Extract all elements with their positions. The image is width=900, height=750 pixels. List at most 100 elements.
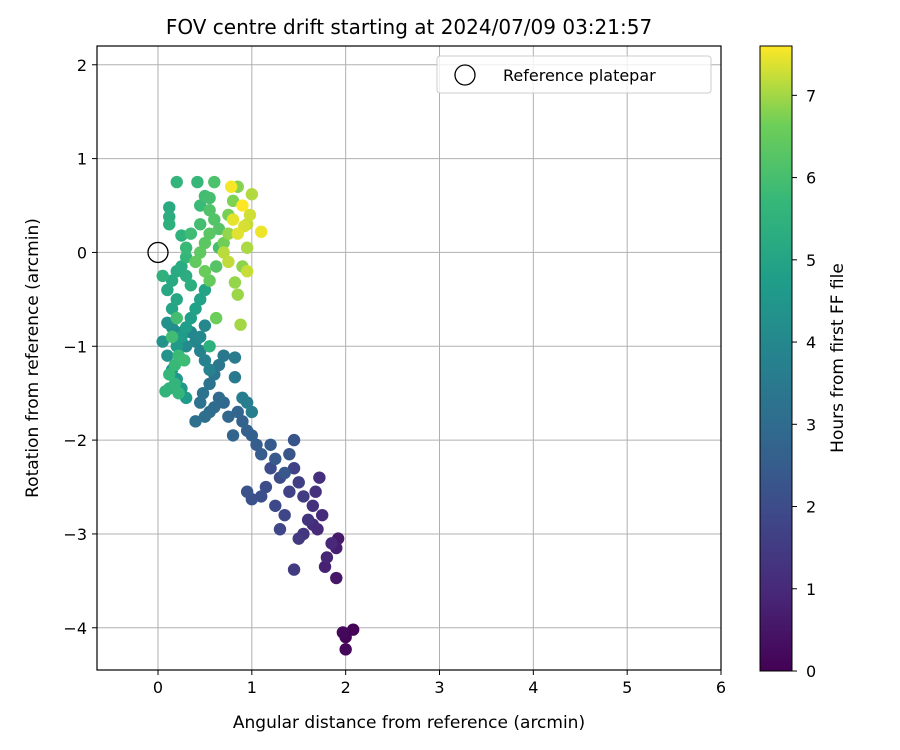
colorbar-tick-label: 6 (806, 169, 816, 188)
colorbar-tick-label: 7 (806, 86, 816, 105)
data-point (161, 349, 174, 362)
chart-title: FOV centre drift starting at 2024/07/09 … (166, 15, 652, 39)
data-point (170, 175, 183, 189)
data-point (212, 391, 226, 405)
data-point (292, 532, 305, 545)
y-axis-label: Rotation from reference (arcmin) (23, 218, 43, 498)
data-point (203, 191, 216, 205)
data-point (228, 371, 242, 384)
data-point (163, 201, 176, 214)
data-point (179, 250, 193, 264)
data-point (250, 438, 263, 451)
data-point (209, 260, 223, 273)
data-point (320, 551, 334, 564)
y-tick-label: −2 (63, 431, 87, 450)
data-point (179, 269, 193, 283)
data-point (203, 340, 216, 353)
data-point (189, 302, 202, 315)
x-axis-ticks: 0 1 2 3 4 5 6 (153, 670, 726, 697)
data-point (278, 466, 291, 480)
data-point (212, 222, 226, 236)
data-point (175, 330, 188, 344)
data-point (273, 523, 287, 536)
colorbar-tick-label: 3 (806, 415, 816, 434)
data-point (170, 311, 183, 325)
data-point (194, 199, 207, 212)
data-point (194, 218, 207, 231)
data-point (198, 410, 212, 423)
data-point (287, 563, 301, 576)
data-point (226, 194, 240, 208)
data-point (209, 311, 223, 325)
colorbar-gradient (759, 45, 793, 672)
data-point (226, 429, 240, 442)
data-point (184, 311, 198, 325)
x-tick-label: 2 (341, 678, 351, 697)
data-point (313, 471, 326, 484)
data-point (203, 204, 216, 217)
data-point (240, 485, 254, 498)
data-point (234, 318, 247, 331)
data-point (255, 490, 268, 503)
legend: Reference platepar (436, 55, 712, 94)
data-point (278, 508, 291, 522)
y-tick-label: 1 (77, 150, 87, 169)
data-point (178, 354, 191, 367)
data-point (243, 208, 257, 222)
data-point (336, 626, 350, 639)
data-point (198, 283, 212, 297)
data-point (236, 199, 249, 212)
colorbar-tick-label: 4 (806, 333, 816, 352)
data-point (194, 396, 207, 409)
data-point (159, 385, 172, 398)
data-point (231, 288, 244, 301)
y-tick-label: −4 (63, 619, 87, 638)
y-tick-label: −1 (63, 337, 87, 356)
data-point (259, 480, 273, 494)
y-tick-label: 0 (77, 243, 87, 262)
data-point (198, 265, 212, 278)
data-point (179, 321, 193, 334)
data-point (339, 643, 352, 656)
data-point (168, 377, 182, 391)
data-point (203, 363, 216, 376)
data-point (170, 293, 183, 306)
data-point (222, 255, 235, 269)
data-point (226, 213, 240, 226)
data-point (208, 175, 221, 189)
y-tick-label: 2 (77, 56, 87, 75)
data-point (325, 537, 338, 550)
data-point (231, 405, 244, 419)
legend-marker-reference (454, 64, 476, 86)
data-point (191, 175, 204, 189)
x-tick-label: 4 (528, 678, 538, 697)
data-point (208, 213, 221, 226)
plot-frame (96, 45, 722, 671)
data-point (198, 319, 212, 332)
x-tick-label: 3 (434, 678, 444, 697)
data-point (297, 490, 310, 503)
data-point (198, 236, 212, 250)
data-point (231, 227, 244, 240)
reference-platepar-marker (147, 241, 169, 264)
data-point (240, 396, 254, 409)
data-point (165, 302, 179, 315)
data-point (292, 476, 305, 489)
colorbar-tick-label: 0 (806, 662, 816, 681)
data-point (161, 316, 174, 330)
data-point (161, 283, 174, 297)
data-point (198, 354, 212, 367)
data-point (222, 410, 235, 423)
data-point (203, 227, 216, 240)
data-point (175, 229, 188, 242)
colorbar-ticks: 0 1 2 3 4 5 6 7 (792, 86, 816, 681)
data-point (165, 330, 179, 344)
data-point (245, 405, 259, 419)
y-axis-ticks: −4 −3 −2 −1 0 1 2 (63, 56, 97, 638)
x-tick-label: 0 (153, 678, 163, 697)
legend-box (436, 55, 712, 94)
data-point (283, 447, 296, 461)
data-point (318, 560, 332, 573)
colorbar-tick-label: 1 (806, 580, 816, 599)
